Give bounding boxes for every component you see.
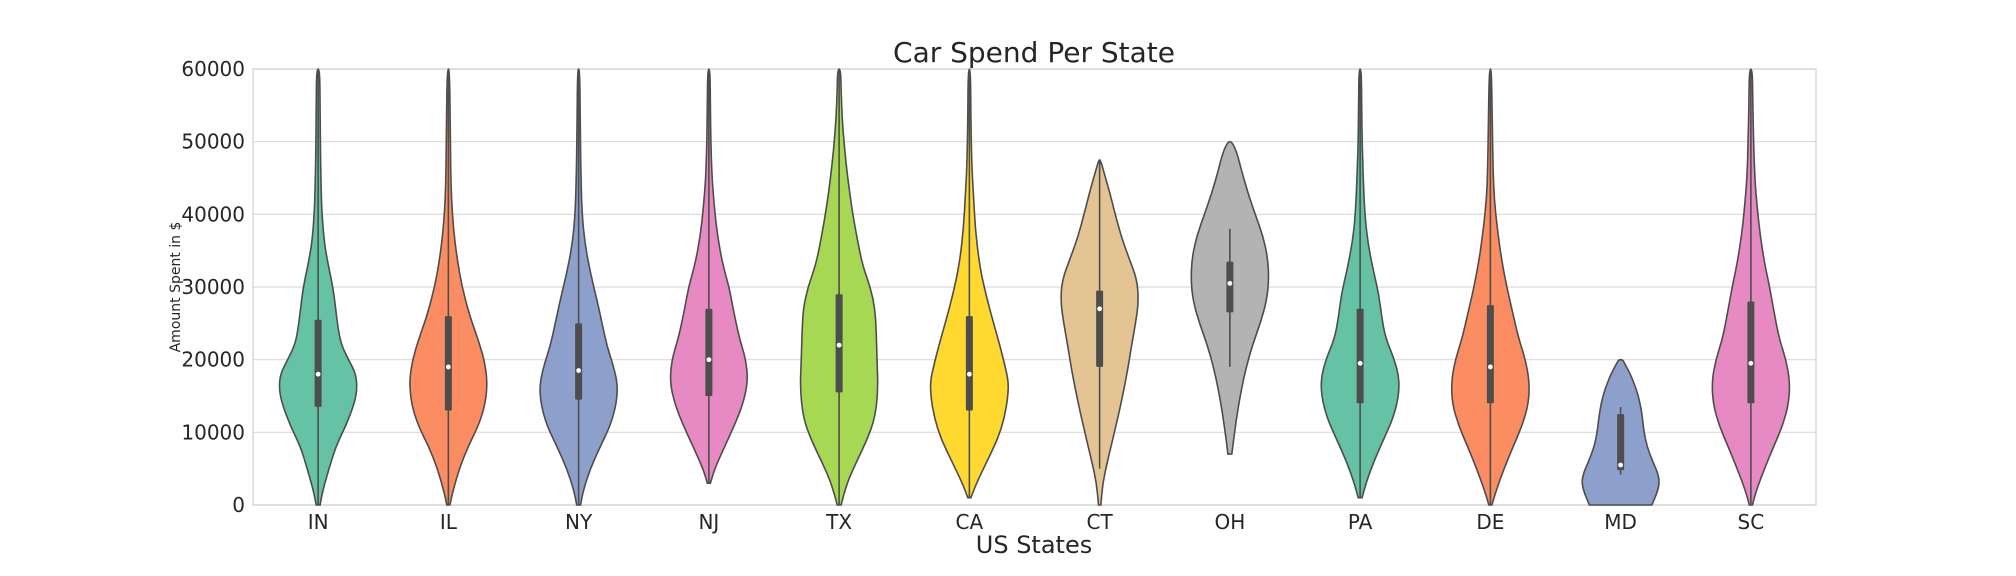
median-dot-nj — [706, 357, 712, 363]
median-dot-sc — [1748, 360, 1754, 366]
y-tick-label-50000: 50000 — [181, 130, 245, 154]
x-axis-label: US States — [976, 531, 1092, 559]
median-dot-md — [1618, 462, 1624, 468]
plot-frame — [252, 68, 1817, 506]
iqr-box-ny — [575, 323, 583, 400]
x-tick-label-ct: CT — [1087, 510, 1114, 534]
median-dot-tx — [836, 342, 842, 348]
iqr-box-in — [314, 319, 322, 407]
x-tick-label-pa: PA — [1348, 510, 1373, 534]
x-tick-label-in: IN — [308, 510, 329, 534]
x-tick-label-ca: CA — [956, 510, 984, 534]
x-tick-label-ny: NY — [565, 510, 593, 534]
x-tick-label-il: IL — [440, 510, 458, 534]
x-tick-label-de: DE — [1476, 510, 1504, 534]
iqr-box-nj — [705, 308, 713, 396]
iqr-box-oh — [1226, 261, 1234, 313]
y-tick-label-30000: 30000 — [181, 275, 245, 299]
median-dot-oh — [1227, 280, 1233, 286]
y-axis-label: Amount Spent in $ — [168, 222, 184, 353]
median-dot-ca — [966, 371, 972, 377]
x-tick-label-sc: SC — [1738, 510, 1765, 534]
y-tick-labels: 0 10000 20000 30000 40000 50000 60000 — [181, 57, 245, 517]
y-tick-label-10000: 10000 — [181, 420, 245, 444]
iqr-box-ct — [1096, 290, 1104, 367]
iqr-box-pa — [1356, 308, 1364, 404]
iqr-box-de — [1486, 305, 1494, 404]
x-tick-labels: IN IL NY NJ TX CA CT OH PA DE MD SC — [308, 510, 1765, 534]
median-dot-ct — [1097, 306, 1103, 312]
x-tick-label-tx: TX — [825, 510, 852, 534]
median-dot-de — [1487, 364, 1493, 370]
median-dot-pa — [1357, 360, 1363, 366]
violins — [278, 68, 1791, 506]
y-tick-label-60000: 60000 — [181, 57, 245, 81]
iqr-box-ca — [965, 316, 973, 411]
chart-title: Car Spend Per State — [893, 36, 1175, 69]
x-tick-label-oh: OH — [1214, 510, 1245, 534]
x-tick-label-md: MD — [1604, 510, 1637, 534]
y-tick-label-40000: 40000 — [181, 202, 245, 226]
iqr-box-sc — [1747, 301, 1755, 404]
y-tick-label-20000: 20000 — [181, 348, 245, 372]
median-dot-in — [315, 371, 321, 377]
iqr-box-il — [444, 316, 452, 411]
x-tick-label-nj: NJ — [698, 510, 719, 534]
iqr-box-md — [1617, 414, 1625, 471]
median-dot-ny — [576, 368, 582, 373]
median-dot-il — [445, 364, 451, 370]
y-tick-label-0: 0 — [232, 493, 245, 517]
